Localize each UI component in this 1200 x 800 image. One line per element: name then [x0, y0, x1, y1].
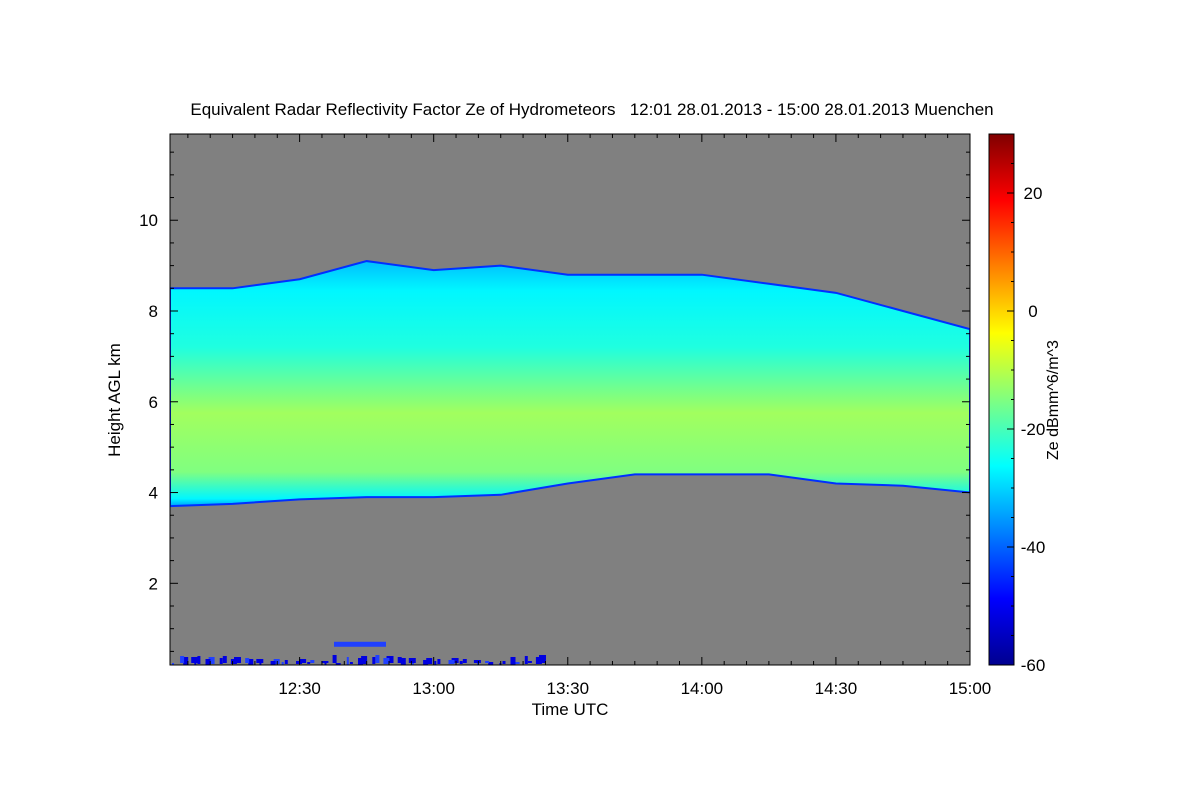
ground-echo-patch	[513, 662, 520, 664]
ground-echo-layer	[172, 641, 546, 665]
x-tick-label: 14:00	[681, 679, 724, 698]
ground-echo-patch	[423, 660, 429, 665]
ground-echo-patch	[245, 658, 250, 663]
ground-echo-patch	[448, 660, 455, 664]
ground-echo-patch	[358, 658, 363, 665]
ground-echo-patch	[299, 659, 307, 663]
ground-echo-patch	[527, 661, 532, 663]
ground-echo-patch	[205, 659, 211, 665]
ground-echo-patch	[172, 663, 174, 665]
x-tick-label: 15:00	[949, 679, 992, 698]
ground-echo-patch	[248, 659, 254, 665]
ground-echo-patch	[434, 661, 437, 665]
colorbar-tick-label: -20	[1021, 420, 1046, 439]
ground-echo-patch	[510, 657, 516, 665]
y-tick-label: 6	[149, 393, 158, 412]
ground-echo-patch	[473, 660, 481, 663]
ground-echo-patch	[324, 662, 327, 665]
ground-echo-patch	[270, 661, 276, 665]
colorbar-tick-label: 0	[1028, 302, 1037, 321]
x-axis: 12:30 13:00 13:30 14:00 14:30 15:00	[187, 134, 992, 698]
ground-echo-patch	[310, 660, 315, 663]
ground-echo-patch	[296, 661, 302, 664]
ground-echo-patch	[383, 658, 390, 664]
ground-echo-patch	[321, 661, 329, 663]
y-tick-label: 10	[139, 211, 158, 230]
y-tick-label: 8	[149, 302, 158, 321]
ground-echo-patch	[222, 656, 227, 663]
ground-echo-patch	[502, 661, 506, 664]
ground-echo-patch	[281, 662, 284, 665]
ground-echo-patch	[346, 657, 349, 665]
y-tick-label: 2	[149, 574, 158, 593]
ground-echo-patch	[437, 659, 441, 664]
ground-echo-patch	[408, 658, 416, 663]
ground-echo-patch	[451, 658, 459, 663]
ground-echo-patch	[197, 656, 201, 664]
ground-echo-patch	[208, 657, 215, 664]
ground-echo-patch	[307, 662, 311, 664]
cloud-layer	[170, 260, 970, 508]
x-tick-label: 14:30	[815, 679, 858, 698]
colorbar-axis: -60 -40 -20 0 20	[1007, 133, 1046, 675]
y-axis: 2 4 6 8 10	[139, 151, 970, 652]
ground-echo-patch	[397, 657, 402, 663]
ground-echo-patch	[191, 657, 199, 663]
ground-echo-patch	[219, 658, 223, 664]
colorbar-label: Ze dBmm^6/m^3	[1045, 340, 1062, 460]
ground-echo-patch	[539, 655, 546, 663]
x-axis-label: Time UTC	[532, 700, 609, 719]
ground-echo-patch	[426, 658, 433, 664]
ground-echo-patch	[375, 655, 380, 663]
ground-echo-patch	[372, 657, 376, 664]
colorbar-tick-label: -60	[1021, 656, 1046, 675]
ground-echo-patch	[183, 657, 189, 665]
plot-frame	[169, 133, 971, 666]
x-tick-label: 12:30	[278, 679, 321, 698]
ground-echo-patch	[256, 659, 264, 663]
ground-echo-patch	[488, 662, 494, 665]
x-tick-label: 13:30	[546, 679, 589, 698]
colorbar-tick-label: -40	[1021, 538, 1046, 557]
ground-echo-patch	[524, 656, 528, 664]
colorbar-tick-label: 20	[1024, 184, 1043, 203]
ground-echo-patch	[485, 661, 490, 663]
y-tick-label: 4	[149, 484, 158, 503]
ground-echo-patch	[332, 655, 337, 663]
ground-echo-patch	[230, 659, 237, 664]
ground-echo-patch	[180, 656, 185, 663]
colorbar	[988, 133, 1015, 666]
ground-echo-patch	[234, 657, 241, 663]
ground-echo-patch	[400, 658, 406, 665]
ground-echo-patch	[334, 641, 386, 647]
y-axis-label: Height AGL km	[105, 343, 124, 457]
ground-echo-patch	[459, 661, 463, 664]
ground-echo-patch	[462, 659, 467, 663]
ground-echo-patch	[335, 663, 341, 665]
x-tick-label: 13:00	[412, 679, 455, 698]
ground-echo-patch	[535, 657, 542, 664]
ground-echo-patch	[273, 659, 280, 664]
ground-echo-patch	[361, 656, 368, 664]
chart-title: Equivalent Radar Reflectivity Factor Ze …	[190, 100, 993, 119]
ground-echo-patch	[284, 660, 288, 664]
ground-echo-patch	[349, 662, 353, 664]
ground-echo-patch	[386, 656, 394, 663]
